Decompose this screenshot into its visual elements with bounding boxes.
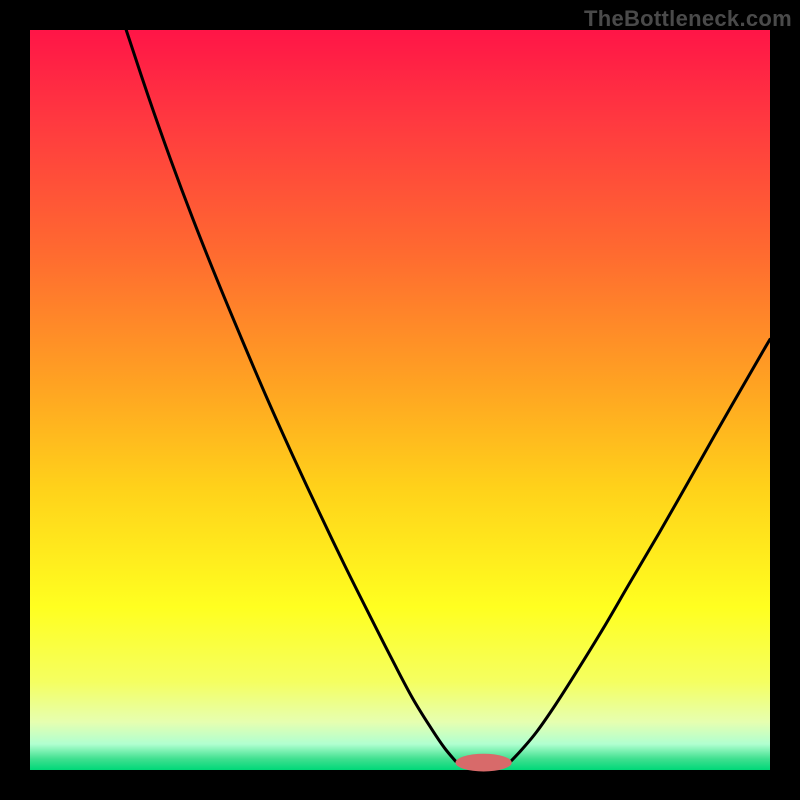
bottleneck-marker [456, 754, 512, 772]
watermark-text: TheBottleneck.com [584, 6, 792, 32]
bottleneck-chart [0, 0, 800, 800]
plot-background [30, 30, 770, 770]
